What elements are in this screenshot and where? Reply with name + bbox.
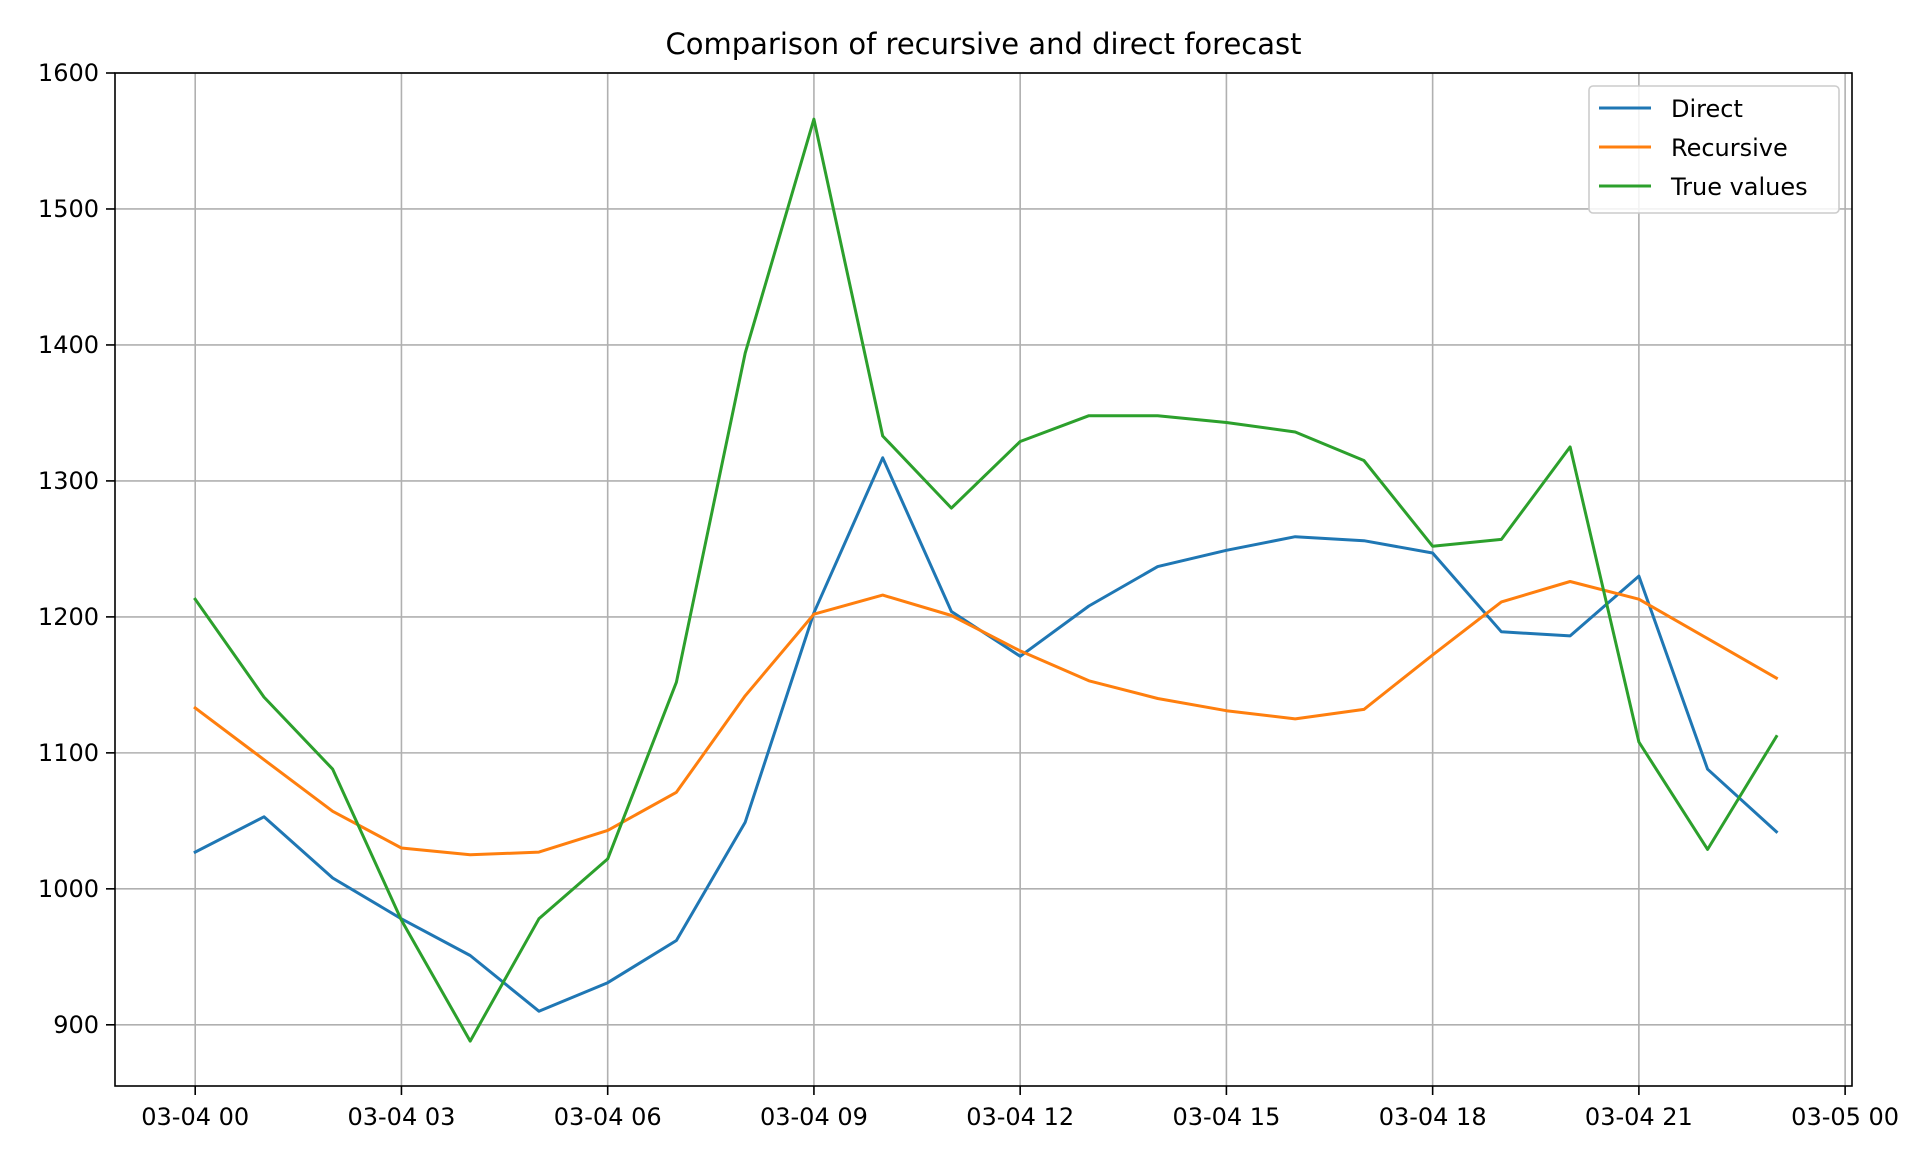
legend-box [1588,85,1840,214]
plot-frame [114,72,1853,1087]
x-axis: 03-04 00 03-04 03 03-04 06 03-04 09 03-04 12… [141,1086,1899,1131]
x-tick-label: 03-04 18 [1379,1103,1487,1131]
grid [115,72,1852,1086]
y-tick-label: 1300 [38,467,99,495]
y-tick-label: 900 [53,1011,99,1039]
x-tick-label: 03-04 06 [554,1103,662,1131]
x-tick-label: 03-04 03 [347,1103,455,1131]
x-tick-label: 03-04 00 [141,1103,249,1131]
legend: Direct Recursive True values [1588,85,1840,214]
chart-title: Comparison of recursive and direct forec… [666,27,1302,61]
legend-label: True values [1670,173,1808,201]
series-lines [193,117,1779,1043]
legend-label: Recursive [1671,134,1788,162]
x-tick-label: 03-05 00 [1791,1103,1899,1131]
x-tick-label: 03-04 21 [1585,1103,1693,1131]
y-tick-label: 1100 [38,739,99,767]
legend-label: Direct [1671,95,1743,123]
x-tick-label: 03-04 09 [760,1103,868,1131]
y-tick-label: 1400 [38,331,99,359]
series-line-true-values [193,117,1779,1043]
y-tick-label: 1600 [38,59,99,87]
y-axis: 900 1000 1100 1200 1300 1400 1500 1600 [38,59,115,1039]
x-tick-label: 03-04 15 [1172,1103,1280,1131]
y-tick-label: 1200 [38,603,99,631]
series-line-recursive [193,580,1779,857]
y-tick-label: 1000 [38,875,99,903]
y-tick-label: 1500 [38,195,99,223]
x-tick-label: 03-04 12 [966,1103,1074,1131]
